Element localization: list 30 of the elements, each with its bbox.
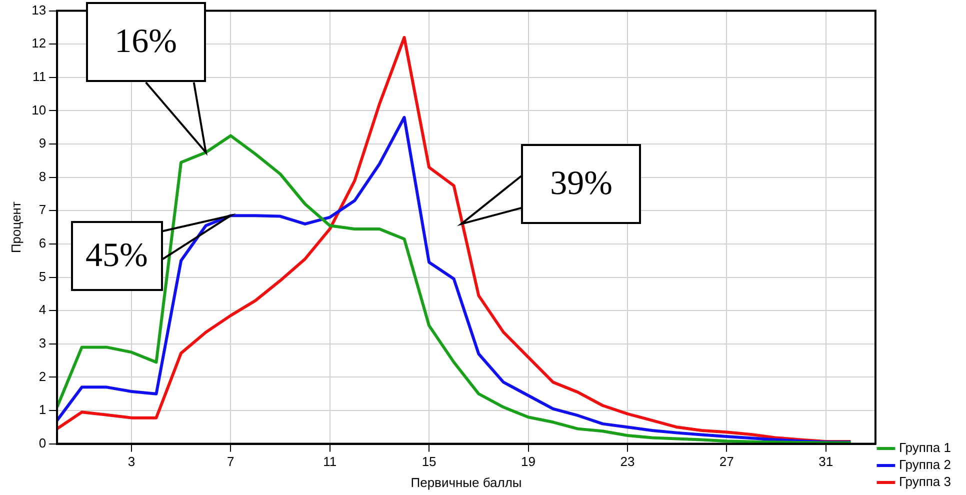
x-tick-label: 7 <box>227 454 234 470</box>
y-tick-label: 7 <box>38 202 46 218</box>
annotation: 39% <box>521 144 642 224</box>
y-tick-label: 6 <box>38 236 46 251</box>
y-tick-label: 8 <box>38 168 46 184</box>
x-tick-label: 19 <box>521 454 536 470</box>
y-tick-label: 1 <box>38 402 46 418</box>
y-tick-label: 2 <box>38 368 46 384</box>
y-tick-label: 4 <box>38 302 46 318</box>
y-tick-label: 3 <box>38 335 46 350</box>
annotation: 45% <box>70 220 163 291</box>
x-tick-label: 15 <box>422 454 436 470</box>
annotation: 16% <box>86 2 206 82</box>
x-axis-title: Первичные баллы <box>410 474 522 490</box>
legend-label: Группа 1 <box>898 440 951 456</box>
legend-label: Группа 3 <box>898 474 951 490</box>
y-tick-label: 13 <box>32 2 46 18</box>
y-tick-label: 12 <box>32 36 46 51</box>
x-tick-label: 3 <box>128 454 136 470</box>
y-tick-label: 5 <box>38 268 46 284</box>
y-tick-label: 0 <box>38 435 46 450</box>
x-tick-label: 31 <box>818 454 834 470</box>
y-tick-label: 11 <box>32 68 46 84</box>
x-tick-label: 27 <box>719 454 734 470</box>
y-tick-label: 9 <box>38 136 46 151</box>
x-tick-label: 11 <box>323 454 337 470</box>
y-axis-title: Процент <box>8 202 24 254</box>
legend-label: Группа 2 <box>898 457 951 472</box>
x-tick-label: 23 <box>620 454 635 470</box>
y-tick-label: 10 <box>32 102 46 118</box>
